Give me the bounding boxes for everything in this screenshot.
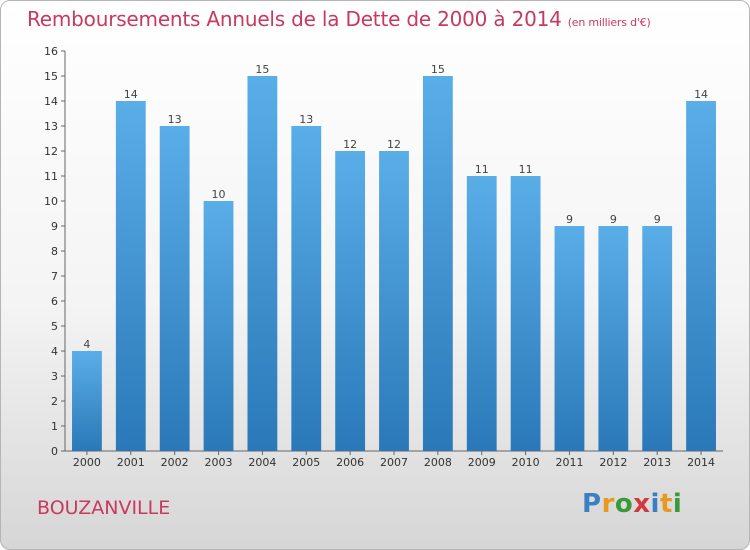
bar-value-label: 9 — [610, 213, 617, 226]
x-tick-label: 2005 — [292, 456, 320, 469]
bar — [115, 101, 146, 451]
bar — [247, 76, 278, 451]
bar — [422, 76, 453, 451]
bar-value-label: 4 — [83, 338, 90, 351]
bar — [642, 226, 673, 451]
logo-letter: P — [582, 489, 602, 519]
y-tick-label: 11 — [44, 170, 58, 183]
bar-value-label: 9 — [654, 213, 661, 226]
y-tick-label: 16 — [44, 45, 58, 58]
bar-value-label: 11 — [475, 163, 489, 176]
bar — [379, 151, 409, 451]
bar — [686, 101, 716, 451]
commune-name: BOUZANVILLE — [37, 497, 171, 519]
y-tick-label: 9 — [51, 220, 58, 233]
x-tick-label: 2012 — [599, 456, 627, 469]
chart-title-text: Remboursements Annuels de la Dette de 20… — [27, 7, 562, 31]
logo-letter: i — [672, 489, 683, 519]
bar-value-label: 10 — [212, 188, 226, 201]
proxiti-logo: Proxiti — [582, 489, 682, 519]
y-tick-label: 3 — [51, 370, 58, 383]
bar-value-label: 15 — [255, 63, 269, 76]
bar — [598, 226, 629, 451]
y-tick-label: 7 — [51, 270, 58, 283]
x-tick-label: 2009 — [468, 456, 496, 469]
x-tick-label: 2004 — [248, 456, 276, 469]
y-tick-label: 13 — [44, 120, 58, 133]
logo-letter: o — [614, 489, 634, 519]
x-tick-label: 2001 — [117, 456, 145, 469]
bar-value-label: 11 — [519, 163, 533, 176]
y-tick-label: 10 — [44, 195, 58, 208]
x-tick-label: 2000 — [73, 456, 101, 469]
bar — [159, 126, 190, 451]
bar-value-label: 9 — [566, 213, 573, 226]
logo-letter: x — [633, 489, 651, 519]
x-tick-label: 2002 — [161, 456, 189, 469]
bar-value-label: 14 — [694, 88, 708, 101]
logo-letter: t — [659, 489, 673, 519]
y-tick-label: 1 — [51, 420, 58, 433]
bar-value-label: 12 — [343, 138, 357, 151]
y-tick-label: 14 — [44, 95, 58, 108]
bar — [291, 126, 322, 451]
y-tick-label: 8 — [51, 245, 58, 258]
x-tick-label: 2003 — [205, 456, 233, 469]
x-tick-label: 2007 — [380, 456, 408, 469]
logo-letter: r — [601, 489, 615, 519]
y-tick-label: 15 — [44, 70, 58, 83]
x-tick-label: 2008 — [424, 456, 452, 469]
y-tick-label: 4 — [51, 345, 58, 358]
bar — [510, 176, 541, 451]
y-tick-label: 0 — [51, 445, 58, 458]
bar-value-label: 12 — [387, 138, 401, 151]
bar — [203, 201, 234, 451]
chart-unit: (en milliers d'€) — [567, 16, 651, 29]
logo-letter: i — [650, 489, 660, 519]
x-tick-label: 2010 — [512, 456, 540, 469]
y-tick-label: 12 — [44, 145, 58, 158]
y-tick-label: 6 — [51, 295, 58, 308]
bar — [335, 151, 366, 451]
bar — [72, 351, 102, 451]
x-tick-label: 2006 — [336, 456, 364, 469]
bar — [554, 226, 585, 451]
x-tick-label: 2011 — [555, 456, 583, 469]
bar-value-label: 14 — [124, 88, 138, 101]
y-tick-label: 2 — [51, 395, 58, 408]
x-tick-label: 2013 — [643, 456, 671, 469]
bar-value-label: 13 — [168, 113, 182, 126]
bar — [466, 176, 497, 451]
chart-title: Remboursements Annuels de la Dette de 20… — [27, 7, 651, 31]
x-tick-label: 2014 — [687, 456, 715, 469]
bar-value-label: 15 — [431, 63, 445, 76]
y-tick-label: 5 — [51, 320, 58, 333]
bar-value-label: 13 — [299, 113, 313, 126]
